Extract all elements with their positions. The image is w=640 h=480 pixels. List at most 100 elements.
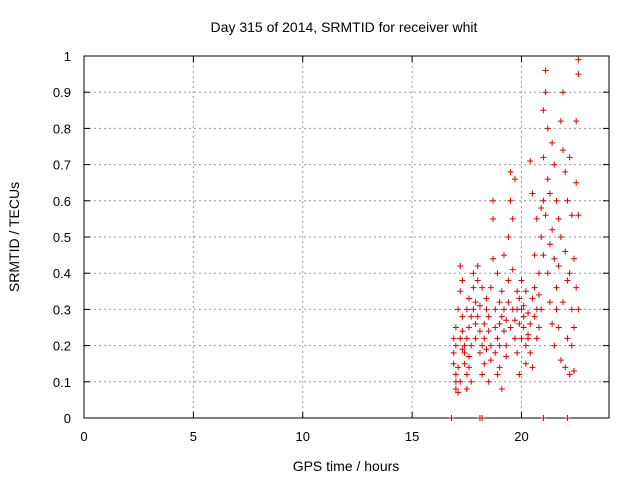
data-point xyxy=(527,320,534,327)
data-point xyxy=(511,176,518,183)
data-point xyxy=(540,415,547,421)
data-point xyxy=(551,342,558,349)
data-point xyxy=(511,317,518,324)
data-point xyxy=(536,324,542,331)
data-point xyxy=(501,328,507,335)
data-point xyxy=(540,154,547,161)
data-point xyxy=(498,313,505,320)
data-point xyxy=(496,364,503,371)
y-tick-label: 0.1 xyxy=(53,375,71,390)
data-point xyxy=(568,306,575,313)
data-point xyxy=(546,299,553,306)
data-point xyxy=(496,320,503,327)
data-point xyxy=(544,176,551,183)
data-point xyxy=(568,342,575,349)
data-point xyxy=(531,313,538,320)
data-point xyxy=(540,252,547,259)
data-point xyxy=(531,284,538,291)
data-point xyxy=(540,107,547,114)
data-point xyxy=(470,306,477,313)
data-point xyxy=(544,270,551,277)
data-point xyxy=(557,234,564,240)
data-point xyxy=(544,125,551,132)
data-point xyxy=(573,284,580,291)
x-tick-label: 0 xyxy=(80,429,87,444)
data-point xyxy=(452,324,459,331)
y-tick-label: 0.2 xyxy=(53,339,71,354)
data-point xyxy=(542,89,549,96)
data-point xyxy=(505,299,512,306)
data-point xyxy=(498,288,505,295)
data-point xyxy=(566,371,573,378)
data-point xyxy=(573,118,580,125)
data-point xyxy=(562,168,569,175)
data-point xyxy=(516,371,523,378)
data-point xyxy=(459,346,466,353)
data-point xyxy=(468,342,475,349)
data-point xyxy=(466,364,472,371)
data-point xyxy=(560,89,567,96)
data-point xyxy=(487,284,494,291)
data-point xyxy=(479,415,486,421)
data-point xyxy=(505,234,512,240)
data-point xyxy=(457,288,464,295)
y-tick-label: 0.7 xyxy=(53,158,71,173)
data-point xyxy=(485,313,492,320)
data-point xyxy=(522,342,529,349)
y-tick-label: 0 xyxy=(64,411,71,426)
y-axis-label: SRMTID / TECUs xyxy=(6,182,22,292)
x-axis-label: GPS time / hours xyxy=(293,458,400,474)
data-point xyxy=(494,270,501,277)
data-point xyxy=(457,378,464,385)
data-point xyxy=(503,353,510,360)
data-point xyxy=(468,378,475,385)
data-point xyxy=(527,157,534,164)
data-point xyxy=(516,320,523,327)
data-point xyxy=(553,306,560,313)
data-point xyxy=(481,320,488,327)
data-point xyxy=(474,262,481,269)
data-point xyxy=(518,306,525,313)
data-point xyxy=(538,234,545,240)
data-point xyxy=(566,270,573,277)
data-point xyxy=(560,147,567,154)
y-tick-label: 0.3 xyxy=(53,302,71,317)
data-point xyxy=(553,284,560,291)
data-point xyxy=(463,335,470,342)
data-point xyxy=(553,197,560,204)
data-point xyxy=(448,415,455,421)
data-point xyxy=(518,277,525,284)
data-point xyxy=(492,349,499,356)
data-point xyxy=(564,415,571,421)
data-point xyxy=(459,328,466,335)
data-point xyxy=(452,342,459,349)
data-point xyxy=(463,386,470,393)
data-point xyxy=(511,335,518,342)
data-point xyxy=(507,197,514,204)
data-point xyxy=(507,168,514,175)
data-point xyxy=(459,313,466,320)
x-tick-label: 20 xyxy=(514,429,528,444)
data-point xyxy=(529,190,536,197)
data-point xyxy=(468,313,475,320)
data-point xyxy=(538,306,545,313)
y-tick-label: 0.5 xyxy=(53,230,71,245)
data-point xyxy=(509,215,516,222)
data-point xyxy=(573,179,580,186)
data-point xyxy=(498,386,505,393)
data-point xyxy=(455,389,462,396)
data-point xyxy=(516,295,523,302)
y-tick-label: 0.8 xyxy=(53,121,71,136)
data-point xyxy=(492,324,499,331)
data-point xyxy=(575,56,582,63)
data-point xyxy=(555,324,562,331)
data-point xyxy=(555,215,562,222)
data-point xyxy=(461,342,468,349)
data-point xyxy=(496,299,503,306)
data-point xyxy=(463,371,470,378)
data-point xyxy=(533,215,540,222)
data-point xyxy=(546,190,553,197)
data-point xyxy=(529,295,536,302)
data-point xyxy=(536,270,542,277)
